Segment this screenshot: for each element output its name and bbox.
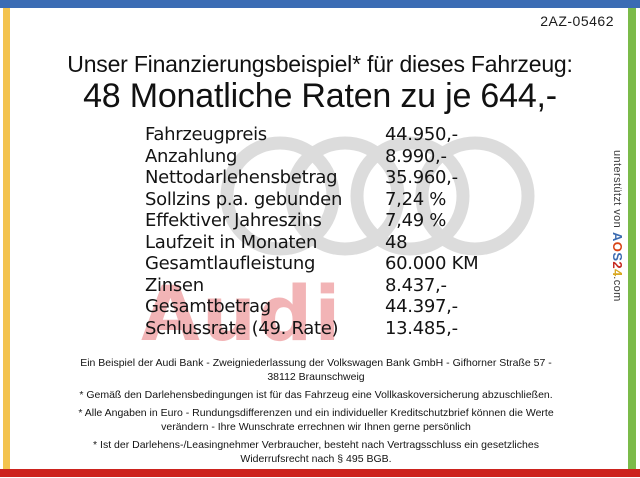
footer-line: * Gemäß den Darlehensbedingungen ist für… — [79, 389, 553, 401]
row-value: 48 — [385, 231, 408, 253]
row-label: Laufzeit in Monaten — [145, 231, 318, 253]
finance-row-gesamtlaufleistung: Gesamtlaufleistung 60.000 KM — [145, 253, 479, 275]
row-value: 60.000 KM — [385, 253, 479, 275]
title-line1: Unser Finanzierungsbeispiel* für dieses … — [67, 51, 573, 77]
row-label: Schlussrate (49. Rate) — [145, 317, 339, 339]
frame-right-bar — [628, 8, 636, 469]
row-label: Nettodarlehensbetrag — [145, 167, 338, 189]
footer-line: * Ist der Darlehens-/Leasingnehmer Verbr… — [93, 439, 539, 451]
row-value: 8.990,- — [385, 145, 447, 167]
finance-row-schlussrate: Schlussrate (49. Rate) 13.485,- — [145, 318, 478, 340]
supported-by-label: unterstützt von — [611, 150, 623, 232]
row-value: 44.950,- — [385, 124, 458, 146]
finance-table: Fahrzeugpreis 44.950,- Anzahlung 8.990,-… — [145, 124, 479, 340]
footer-line: verändern - Ihre Wunschrate errechnen wi… — [161, 421, 471, 433]
footer-disclaimer: Ein Beispiel der Audi Bank - Zweignieder… — [30, 356, 602, 466]
aos24-logo: AOS24 — [610, 231, 625, 277]
row-label: Gesamtbetrag — [145, 296, 271, 318]
footer-line: Widerrufsrecht nach § 495 BGB. — [240, 453, 392, 465]
row-value: 13.485,- — [385, 317, 458, 339]
footer-line: 38112 Braunschweig — [267, 371, 365, 383]
row-value: 35.960,- — [385, 167, 458, 189]
finance-row-sollzins: Sollzins p.a. gebunden 7,24 % — [145, 189, 478, 211]
aos24-logo-letter: S — [610, 251, 625, 261]
footer-line: * Alle Angaben in Euro - Rundungsdiffere… — [78, 407, 554, 419]
row-label: Sollzins p.a. gebunden — [145, 188, 343, 210]
footer-line: Ein Beispiel der Audi Bank - Zweignieder… — [80, 357, 552, 369]
row-label: Anzahlung — [145, 145, 238, 167]
aos24-logo-letter: A — [610, 231, 625, 242]
audi-text-watermark: Audi — [141, 269, 343, 358]
title-line2: 48 Monatliche Raten zu je 644,- — [83, 77, 557, 115]
finance-row-gesamtbetrag: Gesamtbetrag 44.397,- — [145, 296, 478, 318]
row-label: Fahrzeugpreis — [145, 124, 267, 146]
finance-row-anzahlung: Anzahlung 8.990,- — [145, 146, 478, 168]
row-value: 7,24 % — [385, 188, 447, 210]
row-label: Zinsen — [145, 274, 204, 296]
row-label: Gesamtlaufleistung — [145, 253, 316, 275]
row-value: 7,49 % — [385, 210, 447, 232]
finance-row-effektiver-jahreszins: Effektiver Jahreszins 7,49 % — [145, 210, 478, 232]
frame-bottom-bar — [0, 469, 640, 477]
aos24-logo-letter: 4 — [610, 268, 625, 277]
frame-left-bar — [3, 8, 10, 469]
finance-row-zinsen: Zinsen 8.437,- — [145, 275, 478, 297]
document-number: 2AZ-05462 — [540, 13, 614, 29]
row-value: 8.437,- — [385, 274, 447, 296]
row-label: Effektiver Jahreszins — [145, 210, 322, 232]
finance-row-fahrzeugpreis: Fahrzeugpreis 44.950,- — [145, 124, 478, 146]
supported-by-vertical-text: unterstützt von AOS24.com — [610, 150, 625, 302]
aos24-logo-suffix: .com — [611, 276, 623, 302]
frame-top-bar — [0, 0, 640, 8]
aos24-logo-letter: O — [610, 241, 625, 252]
finance-row-nettodarlehensbetrag: Nettodarlehensbetrag 35.960,- — [145, 167, 478, 189]
row-value: 44.397,- — [385, 296, 458, 318]
aos24-logo-letter: 2 — [610, 261, 625, 269]
finance-row-laufzeit: Laufzeit in Monaten 48 — [145, 232, 478, 254]
